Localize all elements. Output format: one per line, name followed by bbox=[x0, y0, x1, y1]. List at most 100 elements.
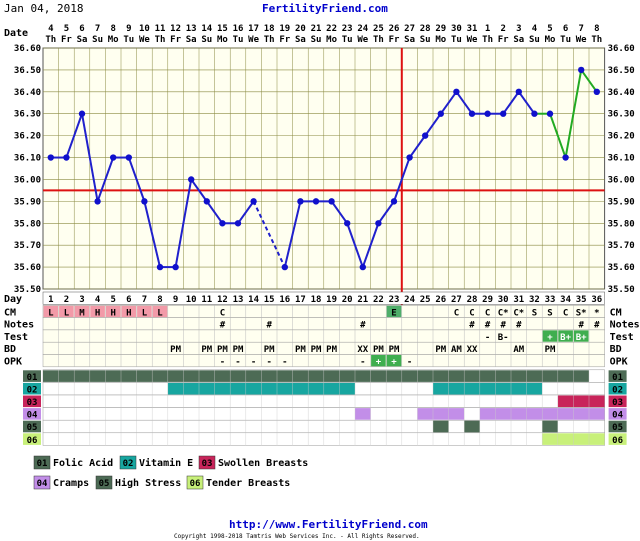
date-label: 22 bbox=[326, 24, 337, 34]
day-label: 11 bbox=[201, 295, 212, 305]
symptom-code: 06 bbox=[27, 436, 38, 446]
weekday-label: Th bbox=[591, 35, 602, 45]
weekday-label: Sa bbox=[513, 35, 524, 45]
y-tick-right: 36.30 bbox=[608, 110, 635, 120]
day-label: 31 bbox=[513, 295, 524, 305]
day-label: 17 bbox=[295, 295, 306, 305]
y-tick-left: 35.80 bbox=[14, 219, 41, 229]
weekday-label: Mo bbox=[545, 35, 556, 45]
temp-segment bbox=[283, 201, 302, 268]
symptom-code: 02 bbox=[27, 385, 38, 395]
temp-segment bbox=[96, 157, 115, 202]
legend-code: 03 bbox=[202, 459, 213, 469]
symptom-code-right: 06 bbox=[612, 436, 623, 446]
date-label: 31 bbox=[467, 24, 478, 34]
row-cell-notes: # bbox=[360, 321, 366, 331]
y-tick-right: 36.50 bbox=[608, 66, 635, 76]
footer-url[interactable]: http://www.FertilityFriend.com bbox=[229, 518, 428, 531]
row-cell-bd: PM bbox=[170, 345, 181, 355]
temp-point bbox=[156, 263, 164, 271]
row-cell-cm: H bbox=[95, 308, 100, 318]
row-cell-test: + bbox=[547, 333, 553, 343]
temp-point bbox=[94, 198, 101, 205]
symptom-bar bbox=[355, 408, 371, 420]
weekday-label: Sa bbox=[295, 35, 306, 45]
row-cell-cm: S bbox=[532, 308, 537, 318]
temp-segment bbox=[174, 179, 193, 268]
row-label-test: Test bbox=[4, 332, 28, 343]
temp-segment bbox=[330, 200, 349, 224]
temp-segment bbox=[81, 113, 99, 202]
row-cell-bd: PM bbox=[295, 345, 306, 355]
temp-segment bbox=[439, 91, 458, 115]
row-cell-bd: XX bbox=[467, 345, 478, 355]
day-label: 36 bbox=[591, 295, 602, 305]
temp-point bbox=[141, 198, 148, 205]
temp-segment bbox=[393, 157, 411, 202]
temp-point bbox=[344, 220, 351, 227]
y-tick-left: 36.10 bbox=[14, 154, 41, 164]
symptom-code-box bbox=[23, 433, 41, 445]
day-label: 7 bbox=[142, 295, 147, 305]
temp-segment bbox=[549, 113, 567, 158]
date-label: 16 bbox=[233, 24, 244, 34]
day-label: 9 bbox=[173, 295, 178, 305]
weekday-label: Tu bbox=[233, 35, 244, 45]
row-label-opk: OPK bbox=[4, 357, 22, 368]
day-label: 25 bbox=[420, 295, 431, 305]
date-label: 28 bbox=[420, 24, 431, 34]
day-label: 12 bbox=[217, 295, 228, 305]
symptom-bar bbox=[542, 420, 558, 433]
row-cell-bd: PM bbox=[389, 345, 400, 355]
weekday-label: Th bbox=[155, 35, 166, 45]
temp-point bbox=[562, 154, 569, 161]
row-cell-test: B- bbox=[498, 333, 509, 343]
y-tick-right: 35.90 bbox=[608, 197, 635, 207]
row-cell-cm: L bbox=[48, 308, 54, 318]
row-cell-cm: C* bbox=[513, 308, 524, 318]
symptom-code: 05 bbox=[27, 423, 38, 433]
row-cell-opk: - bbox=[235, 358, 240, 368]
row-cell-cm: C bbox=[220, 308, 225, 318]
date-label: 20 bbox=[295, 24, 306, 34]
y-tick-left: 36.40 bbox=[14, 88, 41, 98]
weekday-label: Tu bbox=[451, 35, 462, 45]
row-cell-fill bbox=[59, 305, 74, 318]
row-cell-fill bbox=[573, 330, 589, 342]
day-row-label: Day bbox=[4, 294, 22, 305]
temp-point bbox=[219, 220, 226, 227]
row-cell-opk: - bbox=[266, 358, 271, 368]
symptom-code-box bbox=[23, 370, 41, 382]
y-tick-right: 36.20 bbox=[608, 132, 635, 142]
row-cell-cm: L bbox=[157, 308, 163, 318]
site-link[interactable]: FertilityFriend.com bbox=[262, 2, 388, 15]
row-cell-fill bbox=[137, 305, 152, 318]
weekday-label: We bbox=[248, 35, 259, 45]
row-cell-cm: H bbox=[110, 308, 115, 318]
weekday-label: Su bbox=[529, 35, 540, 45]
row-cell-test: - bbox=[485, 333, 490, 343]
temp-point bbox=[375, 220, 382, 227]
temp-segment bbox=[143, 201, 161, 268]
y-tick-left: 35.50 bbox=[14, 285, 41, 295]
row-cell-cm: L bbox=[142, 308, 148, 318]
row-cell-cm: C bbox=[454, 308, 459, 318]
temp-point bbox=[500, 110, 507, 117]
legend-swatch bbox=[33, 455, 51, 470]
date-label: 21 bbox=[311, 24, 322, 34]
row-label-right-bd: BD bbox=[610, 344, 622, 355]
date-label: 8 bbox=[594, 24, 599, 34]
weekday-label: Mo bbox=[108, 35, 119, 45]
temp-point bbox=[359, 263, 366, 271]
row-cell-fill bbox=[542, 330, 558, 342]
date-row-label: Date bbox=[4, 28, 28, 39]
symptom-code-right: 04 bbox=[612, 411, 623, 421]
weekday-label: Su bbox=[420, 35, 431, 45]
day-label: 32 bbox=[529, 295, 540, 305]
date-label: 4 bbox=[48, 24, 54, 34]
weekday-label: Tu bbox=[342, 35, 353, 45]
day-label: 20 bbox=[342, 295, 353, 305]
y-tick-left: 35.90 bbox=[14, 197, 41, 207]
weekday-label: Mo bbox=[435, 35, 446, 45]
temp-point bbox=[172, 263, 179, 271]
